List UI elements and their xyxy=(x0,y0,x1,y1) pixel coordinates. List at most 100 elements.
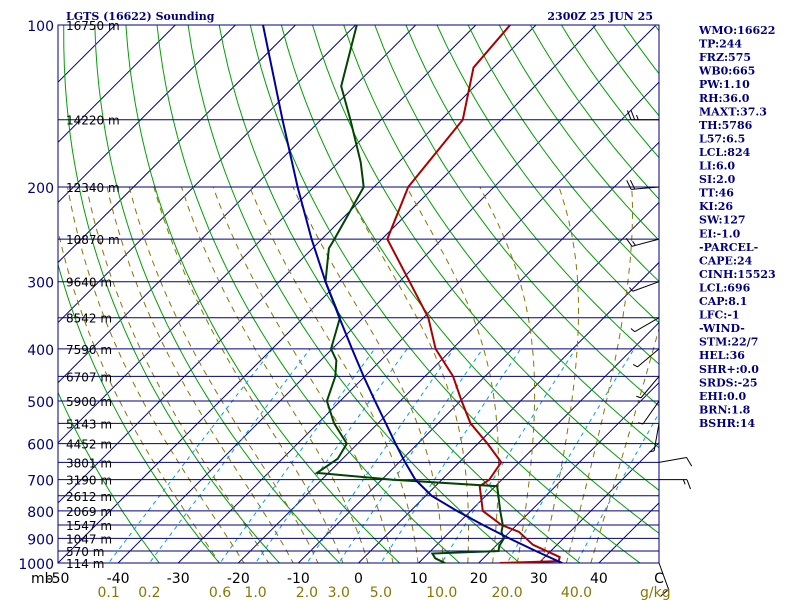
mixing-ratio-line xyxy=(306,348,455,563)
wind-barb-flag xyxy=(626,180,632,190)
wind-barb xyxy=(659,479,692,490)
isotherm-line xyxy=(538,442,659,563)
wind-barb xyxy=(637,400,660,425)
height-label: 12340 m xyxy=(66,181,120,195)
wind-barb xyxy=(658,562,670,597)
height-label: 1047 m xyxy=(66,532,112,546)
moist-adiabat xyxy=(58,228,221,563)
pressure-tick-label: 400 xyxy=(27,343,54,359)
temperature-tick-label: C xyxy=(654,571,664,587)
wind-barb-flag xyxy=(625,237,633,247)
wind-barb xyxy=(636,376,660,399)
mixing-ratio-line xyxy=(338,348,484,563)
temperature-tick-label: -50 xyxy=(47,571,70,587)
stat-line: CAPE:24 xyxy=(699,254,753,267)
stat-line: CAP:8.1 xyxy=(699,295,747,308)
height-label: 7590 m xyxy=(66,343,112,357)
temperature-tick-label: -10 xyxy=(287,571,310,587)
dew-point-line xyxy=(314,25,506,563)
mixing-ratio-line xyxy=(380,348,522,563)
moist-adiabat xyxy=(86,186,270,563)
stat-line: WMO:16622 xyxy=(698,24,775,37)
wind-barb-shaft xyxy=(637,348,660,368)
temperature-tick-label: -20 xyxy=(227,571,250,587)
moist-adiabat xyxy=(479,186,536,563)
stat-line: SHR+:0.0 xyxy=(699,363,759,376)
wind-barb-shaft xyxy=(631,238,660,247)
station-title: LGTS (16622) Sounding xyxy=(66,10,215,23)
wind-barb-flag xyxy=(629,179,636,190)
wind-barb-shaft xyxy=(658,562,670,590)
stats-panel: WMO:16622TP:244FRZ:575WB0:665PW:1.10RH:3… xyxy=(698,24,776,430)
temperature-tick-label: 40 xyxy=(590,571,608,587)
parcel-line xyxy=(262,25,563,563)
dry-adiabat xyxy=(58,262,221,563)
stat-line: TT:46 xyxy=(699,187,734,200)
temperature-tick-label: -40 xyxy=(107,571,130,587)
dry-adiabat xyxy=(467,25,659,283)
height-label: 5143 m xyxy=(66,417,112,431)
stat-line: STM:22/7 xyxy=(699,336,758,349)
temperature-line xyxy=(386,25,561,563)
moist-adiabat xyxy=(565,186,633,563)
mixing-ratio-label: 1.0 xyxy=(244,585,266,600)
moist-adiabat xyxy=(406,186,499,563)
dry-adiabat xyxy=(280,25,659,534)
wind-barb xyxy=(630,317,660,333)
isotherm-line xyxy=(297,201,659,563)
mixing-ratio-label: 3.0 xyxy=(328,585,350,600)
moist-adiabat xyxy=(212,186,394,563)
wind-barb xyxy=(658,456,693,467)
moist-adiabat xyxy=(292,186,444,563)
pressure-tick-label: 900 xyxy=(27,532,54,548)
wind-barb-half-flag xyxy=(636,395,642,399)
wind-barb-half-flag xyxy=(629,287,634,292)
stat-line: LI:6.0 xyxy=(699,160,735,173)
wind-barb-shaft xyxy=(642,400,660,425)
dry-adiabat xyxy=(343,25,659,449)
dry-adiabat xyxy=(58,391,160,563)
isotherm-line xyxy=(117,25,657,563)
stat-line: BSHR:14 xyxy=(699,417,755,430)
dry-adiabat xyxy=(63,25,281,563)
moist-adiabat xyxy=(541,186,579,563)
stat-line: EI:-1.0 xyxy=(699,227,741,240)
stat-line: SI:2.0 xyxy=(699,173,736,186)
mixing-ratio-label: 0.2 xyxy=(138,585,160,600)
dry-adiabat xyxy=(156,25,461,563)
height-label: 3801 m xyxy=(66,456,112,470)
stat-line: EHI:0.0 xyxy=(699,390,746,403)
stat-line: TH:5786 xyxy=(699,119,753,132)
pressure-tick-label: 1000 xyxy=(18,557,54,573)
dry-adiabat xyxy=(249,25,641,563)
wind-barb-shaft xyxy=(658,456,687,463)
wind-barb xyxy=(626,110,659,121)
pressure-tick-label: 800 xyxy=(27,505,54,521)
stat-line: RH:36.0 xyxy=(699,92,750,105)
mixing-ratio-line xyxy=(506,348,635,563)
wind-barb-shaft xyxy=(632,281,660,292)
pressure-tick-label: 300 xyxy=(27,276,54,292)
mixing-ratio-label: 10.0 xyxy=(426,585,457,600)
isotherm-line xyxy=(58,25,417,384)
wind-barb-flag xyxy=(660,588,669,597)
moist-adiabat xyxy=(153,186,344,563)
isotherm-line xyxy=(58,25,296,264)
dry-adiabat xyxy=(592,25,659,117)
height-label: 8542 m xyxy=(66,312,112,326)
stat-line: HEL:36 xyxy=(699,349,745,362)
wind-barb-shaft xyxy=(640,376,660,399)
moist-adiabat xyxy=(249,186,419,563)
mixing-ratio-label: 2.0 xyxy=(296,585,318,600)
dry-adiabat xyxy=(187,25,521,563)
stat-line: FRZ:575 xyxy=(699,51,751,64)
wind-barb xyxy=(626,179,660,190)
pressure-tick-label: 600 xyxy=(27,438,54,454)
height-label: 2069 m xyxy=(66,505,112,519)
stat-line: LFC:-1 xyxy=(699,309,740,322)
mixing-ratio-label: 40.0 xyxy=(561,585,592,600)
wind-barb-half-flag xyxy=(632,364,638,368)
pressure-tick-label: 700 xyxy=(27,474,54,490)
mixing-ratio-line xyxy=(575,412,659,563)
